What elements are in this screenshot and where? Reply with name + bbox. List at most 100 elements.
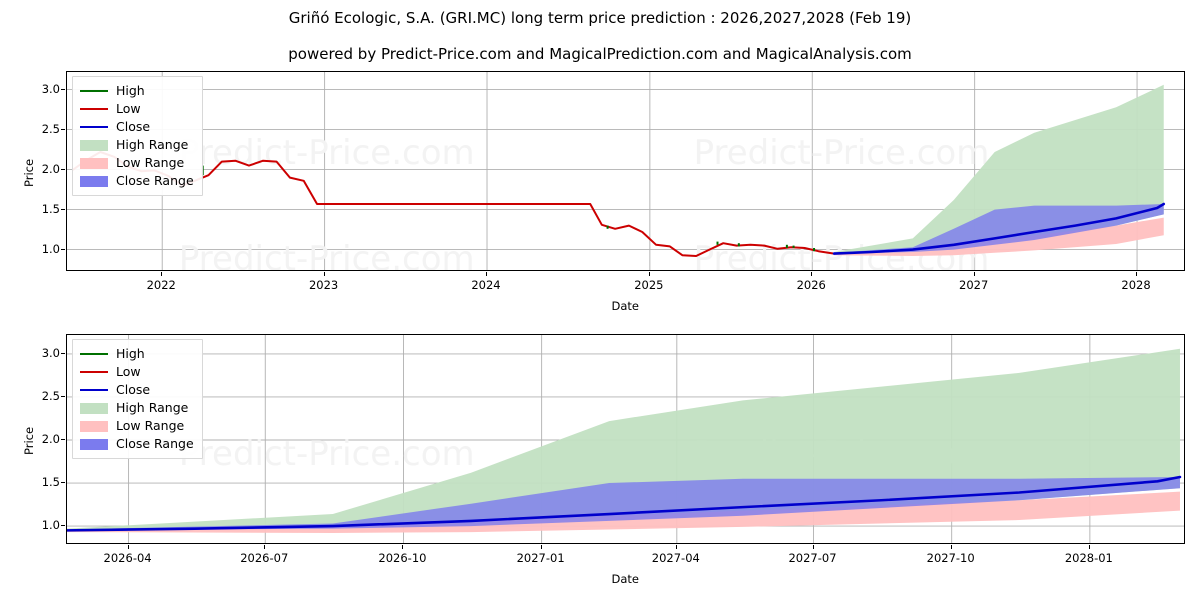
bottom-x-tick-label: 2026-07	[240, 551, 289, 565]
bottom-y-tick-mark	[61, 525, 65, 527]
bottom-x-tick-mark	[264, 545, 266, 549]
top-x-tick-label: 2027	[959, 278, 989, 292]
bottom-x-tick-mark	[675, 545, 677, 549]
bottom-legend-swatch-patch-icon	[79, 401, 109, 415]
top-x-tick-label: 2023	[308, 278, 339, 292]
bottom-x-tick-mark	[127, 545, 129, 549]
bottom-legend-swatch-patch-icon	[79, 419, 109, 433]
top-y-axis-title: Price	[22, 158, 36, 187]
bottom-y-tick-label: 1.0	[41, 518, 60, 533]
top-legend-item-high-range: High Range	[79, 136, 194, 154]
page-title: Griñó Ecologic, S.A. (GRI.MC) long term …	[288, 9, 912, 27]
bottom-x-tick-label: 2026-04	[103, 551, 152, 565]
top-legend-swatch-patch-icon	[79, 156, 109, 170]
bottom-legend-label: High Range	[116, 399, 189, 415]
bottom-x-tick-mark	[812, 545, 814, 549]
bottom-x-tick-label: 2026-10	[378, 551, 427, 565]
bottom-y-tick-label: 2.5	[41, 388, 60, 403]
top-legend-swatch-line-icon	[79, 102, 109, 116]
bottom-x-axis-title: Date	[611, 572, 640, 586]
top-x-tick-mark	[973, 272, 975, 276]
bottom-x-tick-label: 2027-04	[651, 551, 700, 565]
bottom-y-tick-label: 1.5	[41, 475, 60, 490]
bottom-legend-label: Low	[116, 363, 141, 379]
swatch	[80, 438, 108, 450]
bottom-y-tick-mark	[61, 395, 65, 397]
top-y-tick-label: 2.5	[41, 121, 60, 136]
svg-text:Predict-Price.com: Predict-Price.com	[694, 133, 990, 173]
bottom-x-tick-label: 2027-01	[516, 551, 565, 565]
top-x-tick-label: 2024	[471, 278, 501, 292]
top-x-tick-label: 2022	[146, 278, 176, 292]
bottom-legend-item-low: Low	[79, 363, 194, 381]
page-subtitle: powered by Predict-Price.com and Magical…	[288, 45, 912, 63]
swatch	[80, 352, 108, 356]
bottom-legend-swatch-line-icon	[79, 365, 109, 379]
swatch	[80, 402, 108, 414]
top-y-tick-mark	[61, 168, 65, 170]
swatch	[80, 107, 108, 111]
bottom-y-tick-mark	[61, 352, 65, 354]
top-x-tick-mark	[811, 272, 813, 276]
bottom-x-tick-mark	[950, 545, 952, 549]
bottom-legend-label: Close Range	[116, 435, 194, 451]
top-x-tick-mark	[323, 272, 325, 276]
top-legend-item-low: Low	[79, 100, 194, 118]
bottom-legend-label: High	[116, 345, 145, 361]
bottom-y-tick-mark	[61, 482, 65, 484]
bottom-x-tick-mark	[402, 545, 404, 549]
top-legend-swatch-line-icon	[79, 84, 109, 98]
top-chart-canvas: Predict-Price.com Predict-Price.com Predic…	[67, 72, 1184, 271]
top-y-tick-mark	[61, 128, 65, 130]
top-legend-item-high: High	[79, 82, 194, 100]
top-chart-plot-area: Predict-Price.com Predict-Price.com Predic…	[66, 71, 1185, 271]
bottom-legend-label: Close	[116, 381, 151, 397]
bottom-x-tick-mark	[1088, 545, 1090, 549]
top-legend-label: High	[116, 82, 145, 98]
swatch	[80, 175, 108, 187]
top-y-tick-mark	[61, 208, 65, 210]
top-legend-label: High Range	[116, 136, 189, 152]
swatch	[80, 89, 108, 93]
svg-text:Predict-Price.com: Predict-Price.com	[179, 239, 475, 271]
top-x-axis-title: Date	[611, 299, 640, 313]
top-legend-label: Close	[116, 118, 151, 134]
bottom-chart-legend: High Low Close High Range Low Range Close Ran…	[72, 339, 203, 459]
bottom-x-tick-label: 2028-01	[1064, 551, 1113, 565]
top-chart-legend: High Low Close High Range Low Range Close Ran…	[72, 76, 203, 196]
top-x-tick-mark	[161, 272, 163, 276]
bottom-legend-item-high: High	[79, 345, 194, 363]
bottom-y-tick-mark	[61, 439, 65, 440]
bottom-legend-label: Low Range	[116, 417, 185, 433]
bottom-x-tick-mark	[540, 545, 542, 549]
top-x-tick-label: 2026	[796, 278, 826, 292]
top-x-tick-label: 2028	[1121, 278, 1151, 292]
svg-text:Predict-Price.com: Predict-Price.com	[179, 133, 475, 173]
bottom-legend-item-close: Close	[79, 381, 194, 399]
top-y-tick-label: 2.0	[41, 161, 60, 176]
bottom-y-axis-title: Price	[22, 426, 36, 455]
top-x-tick-label: 2025	[634, 278, 664, 292]
svg-text:Predict-Price.com: Predict-Price.com	[179, 434, 475, 474]
top-y-tick-label: 1.5	[41, 201, 60, 216]
bottom-x-tick-label: 2027-10	[926, 551, 975, 565]
top-y-tick-label: 1.0	[41, 241, 60, 256]
top-legend-swatch-line-icon	[79, 120, 109, 134]
top-x-tick-mark	[1136, 272, 1138, 276]
swatch	[80, 370, 108, 374]
swatch	[80, 157, 108, 169]
top-y-tick-mark	[61, 248, 65, 250]
top-y-tick-mark	[61, 88, 65, 90]
top-legend-item-close-range: Close Range	[79, 172, 194, 190]
bottom-legend-item-high-range: High Range	[79, 399, 194, 417]
bottom-y-tick-label: 3.0	[41, 345, 60, 360]
bottom-x-tick-label: 2027-07	[788, 551, 837, 565]
swatch	[80, 388, 108, 392]
top-legend-item-close: Close	[79, 118, 194, 136]
top-y-tick-label: 3.0	[41, 81, 60, 96]
swatch	[80, 139, 108, 151]
bottom-y-tick-label: 2.0	[41, 432, 60, 446]
bottom-legend-swatch-patch-icon	[79, 437, 109, 451]
